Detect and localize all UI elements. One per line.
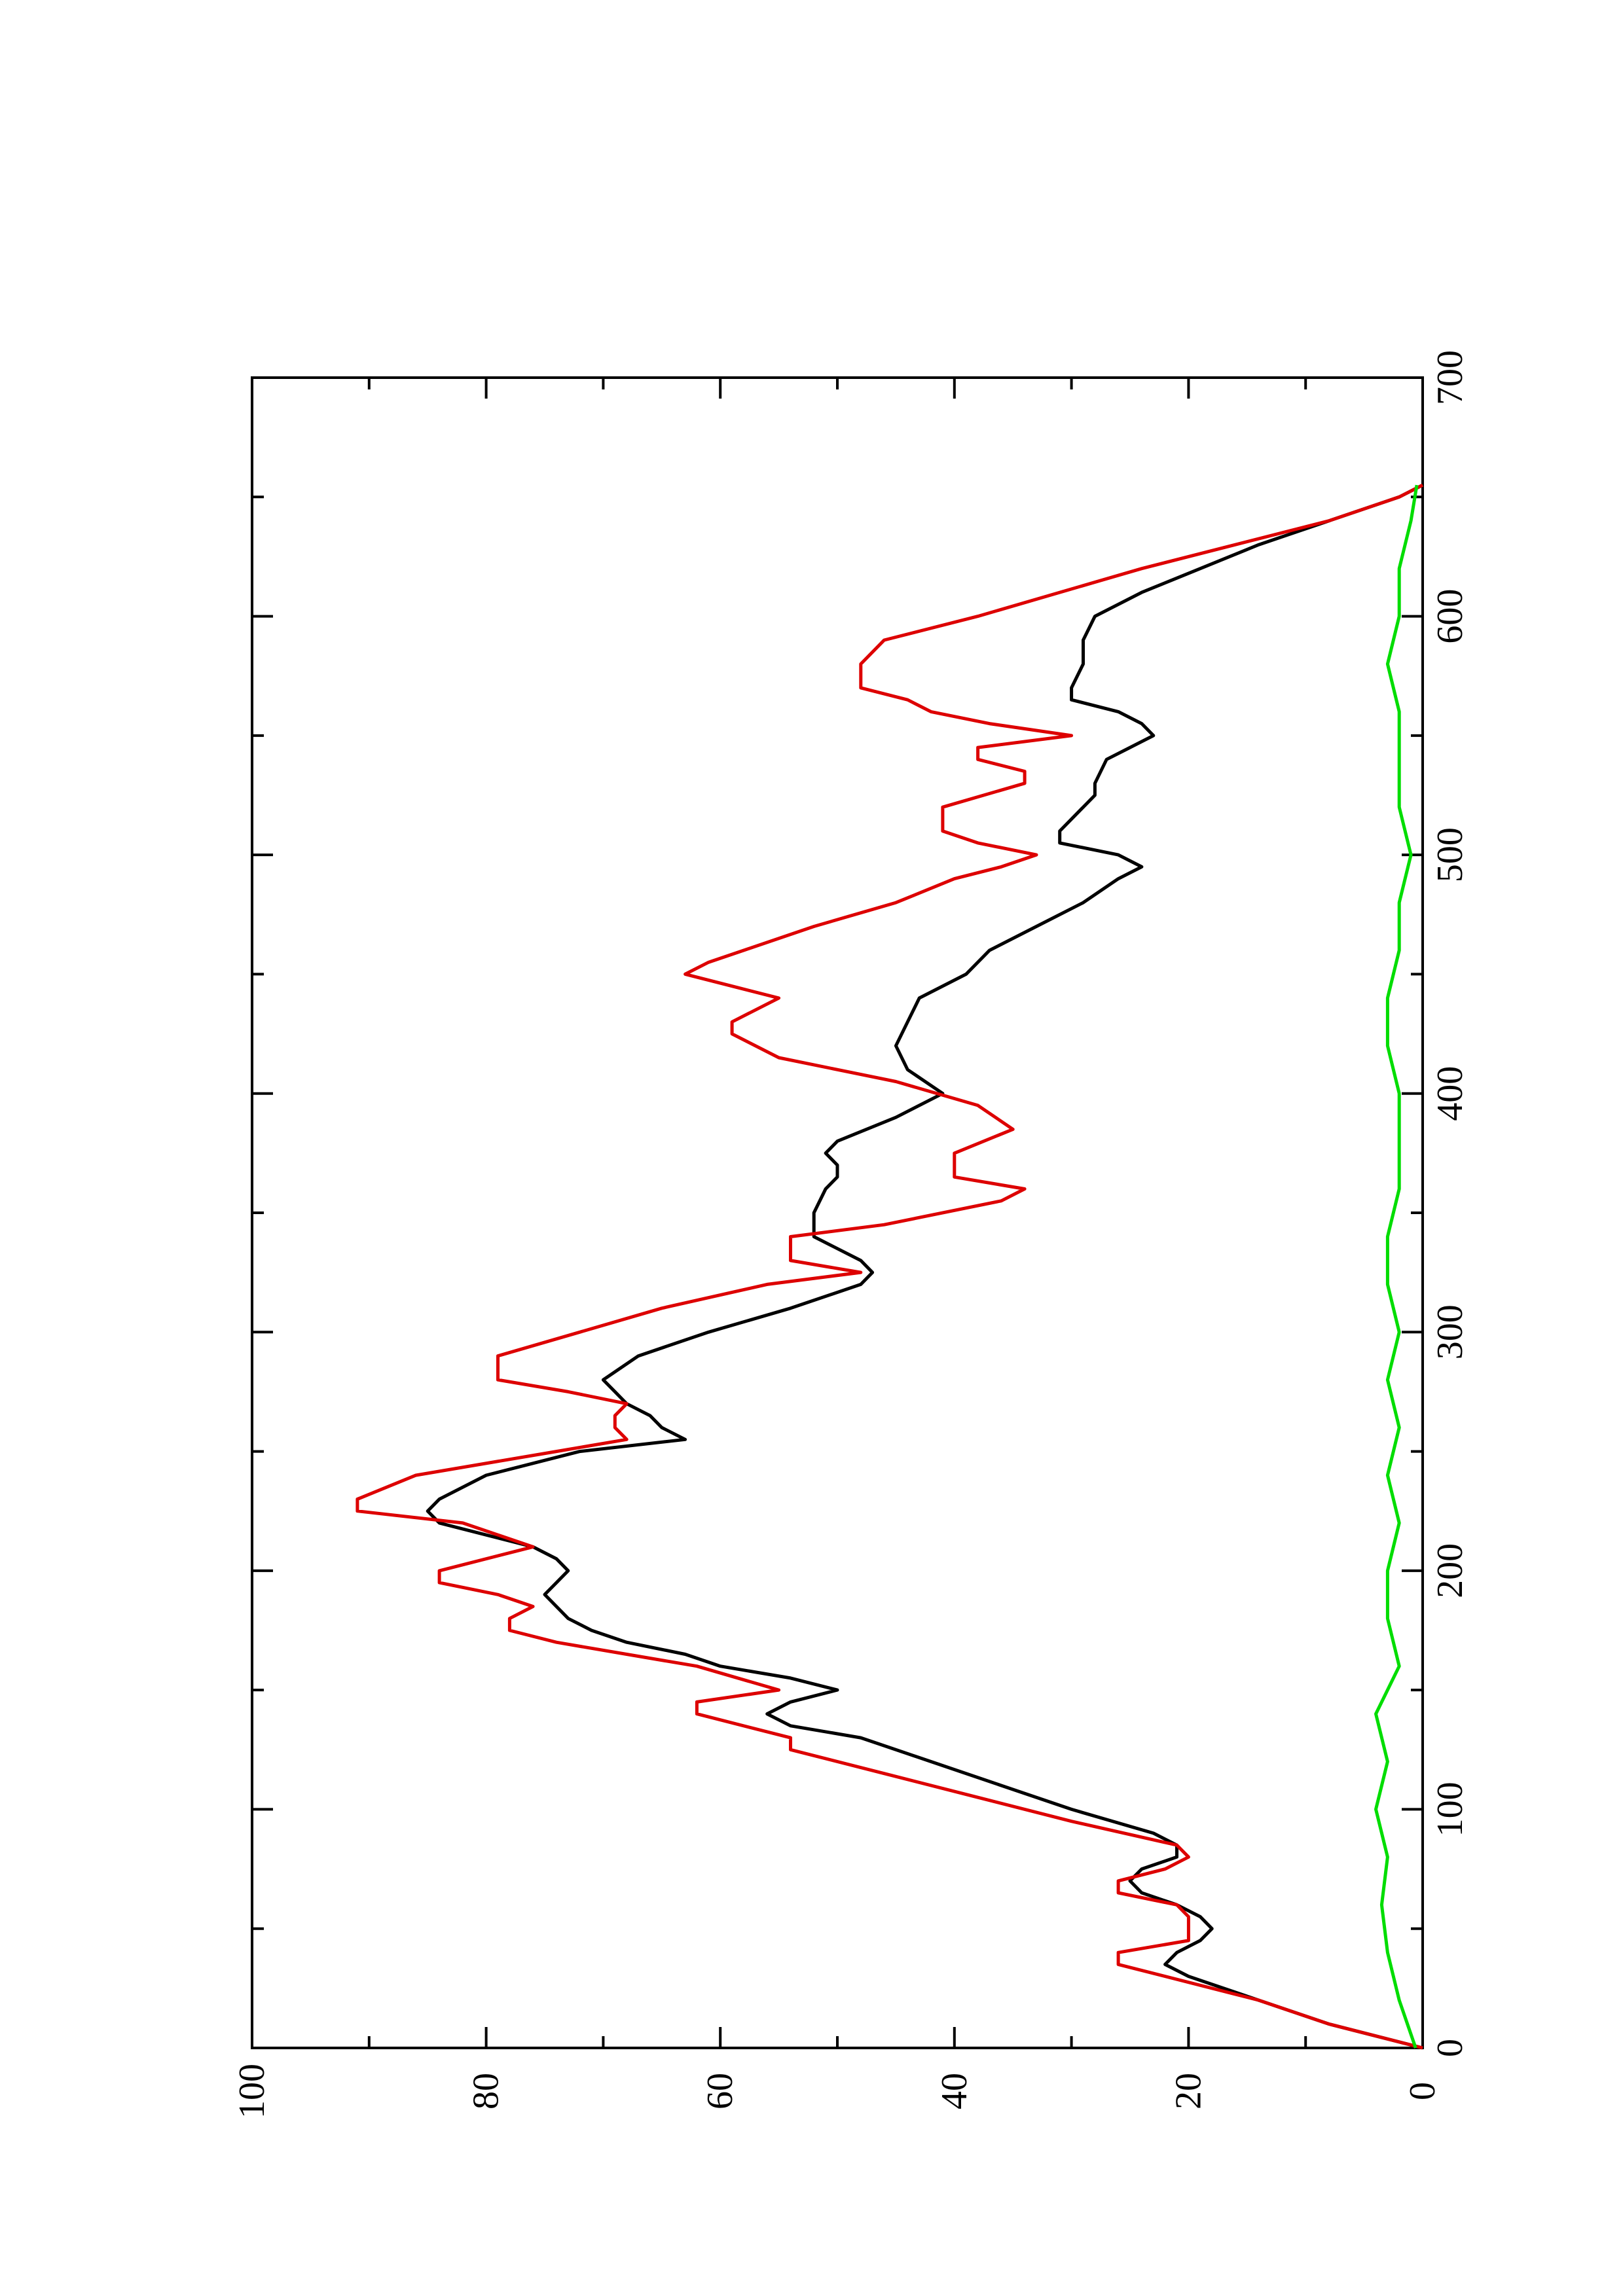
series-line-2 xyxy=(1374,484,1419,2049)
y-tick-label: 60 xyxy=(700,2073,740,2109)
y-tick-label: 100 xyxy=(232,2064,272,2119)
tick-labels: 0 100 200 300 400 500 600 700 0 20 40 60 80 100 xyxy=(232,350,1470,2119)
x-tick-label: 200 xyxy=(1430,1543,1470,1598)
axis-ticks xyxy=(251,376,1424,2049)
x-tick-label: 500 xyxy=(1430,827,1470,882)
y-tick-label: 20 xyxy=(1168,2073,1209,2109)
x-tick-label: 700 xyxy=(1430,350,1470,405)
series-line-1 xyxy=(356,483,1424,2050)
x-tick-label: 400 xyxy=(1430,1066,1470,1121)
plot-frame xyxy=(251,376,1424,2049)
series-line-0 xyxy=(426,483,1424,2050)
x-tick-label: 300 xyxy=(1430,1304,1470,1359)
x-tick-label: 600 xyxy=(1430,589,1470,644)
y-tick-label: 0 xyxy=(1402,2082,1443,2100)
x-tick-label: 100 xyxy=(1430,1782,1470,1837)
y-tick-label: 80 xyxy=(466,2073,507,2109)
x-tick-label: 0 xyxy=(1430,2039,1470,2057)
series-layer xyxy=(356,483,1424,2050)
y-tick-label: 40 xyxy=(934,2073,975,2109)
